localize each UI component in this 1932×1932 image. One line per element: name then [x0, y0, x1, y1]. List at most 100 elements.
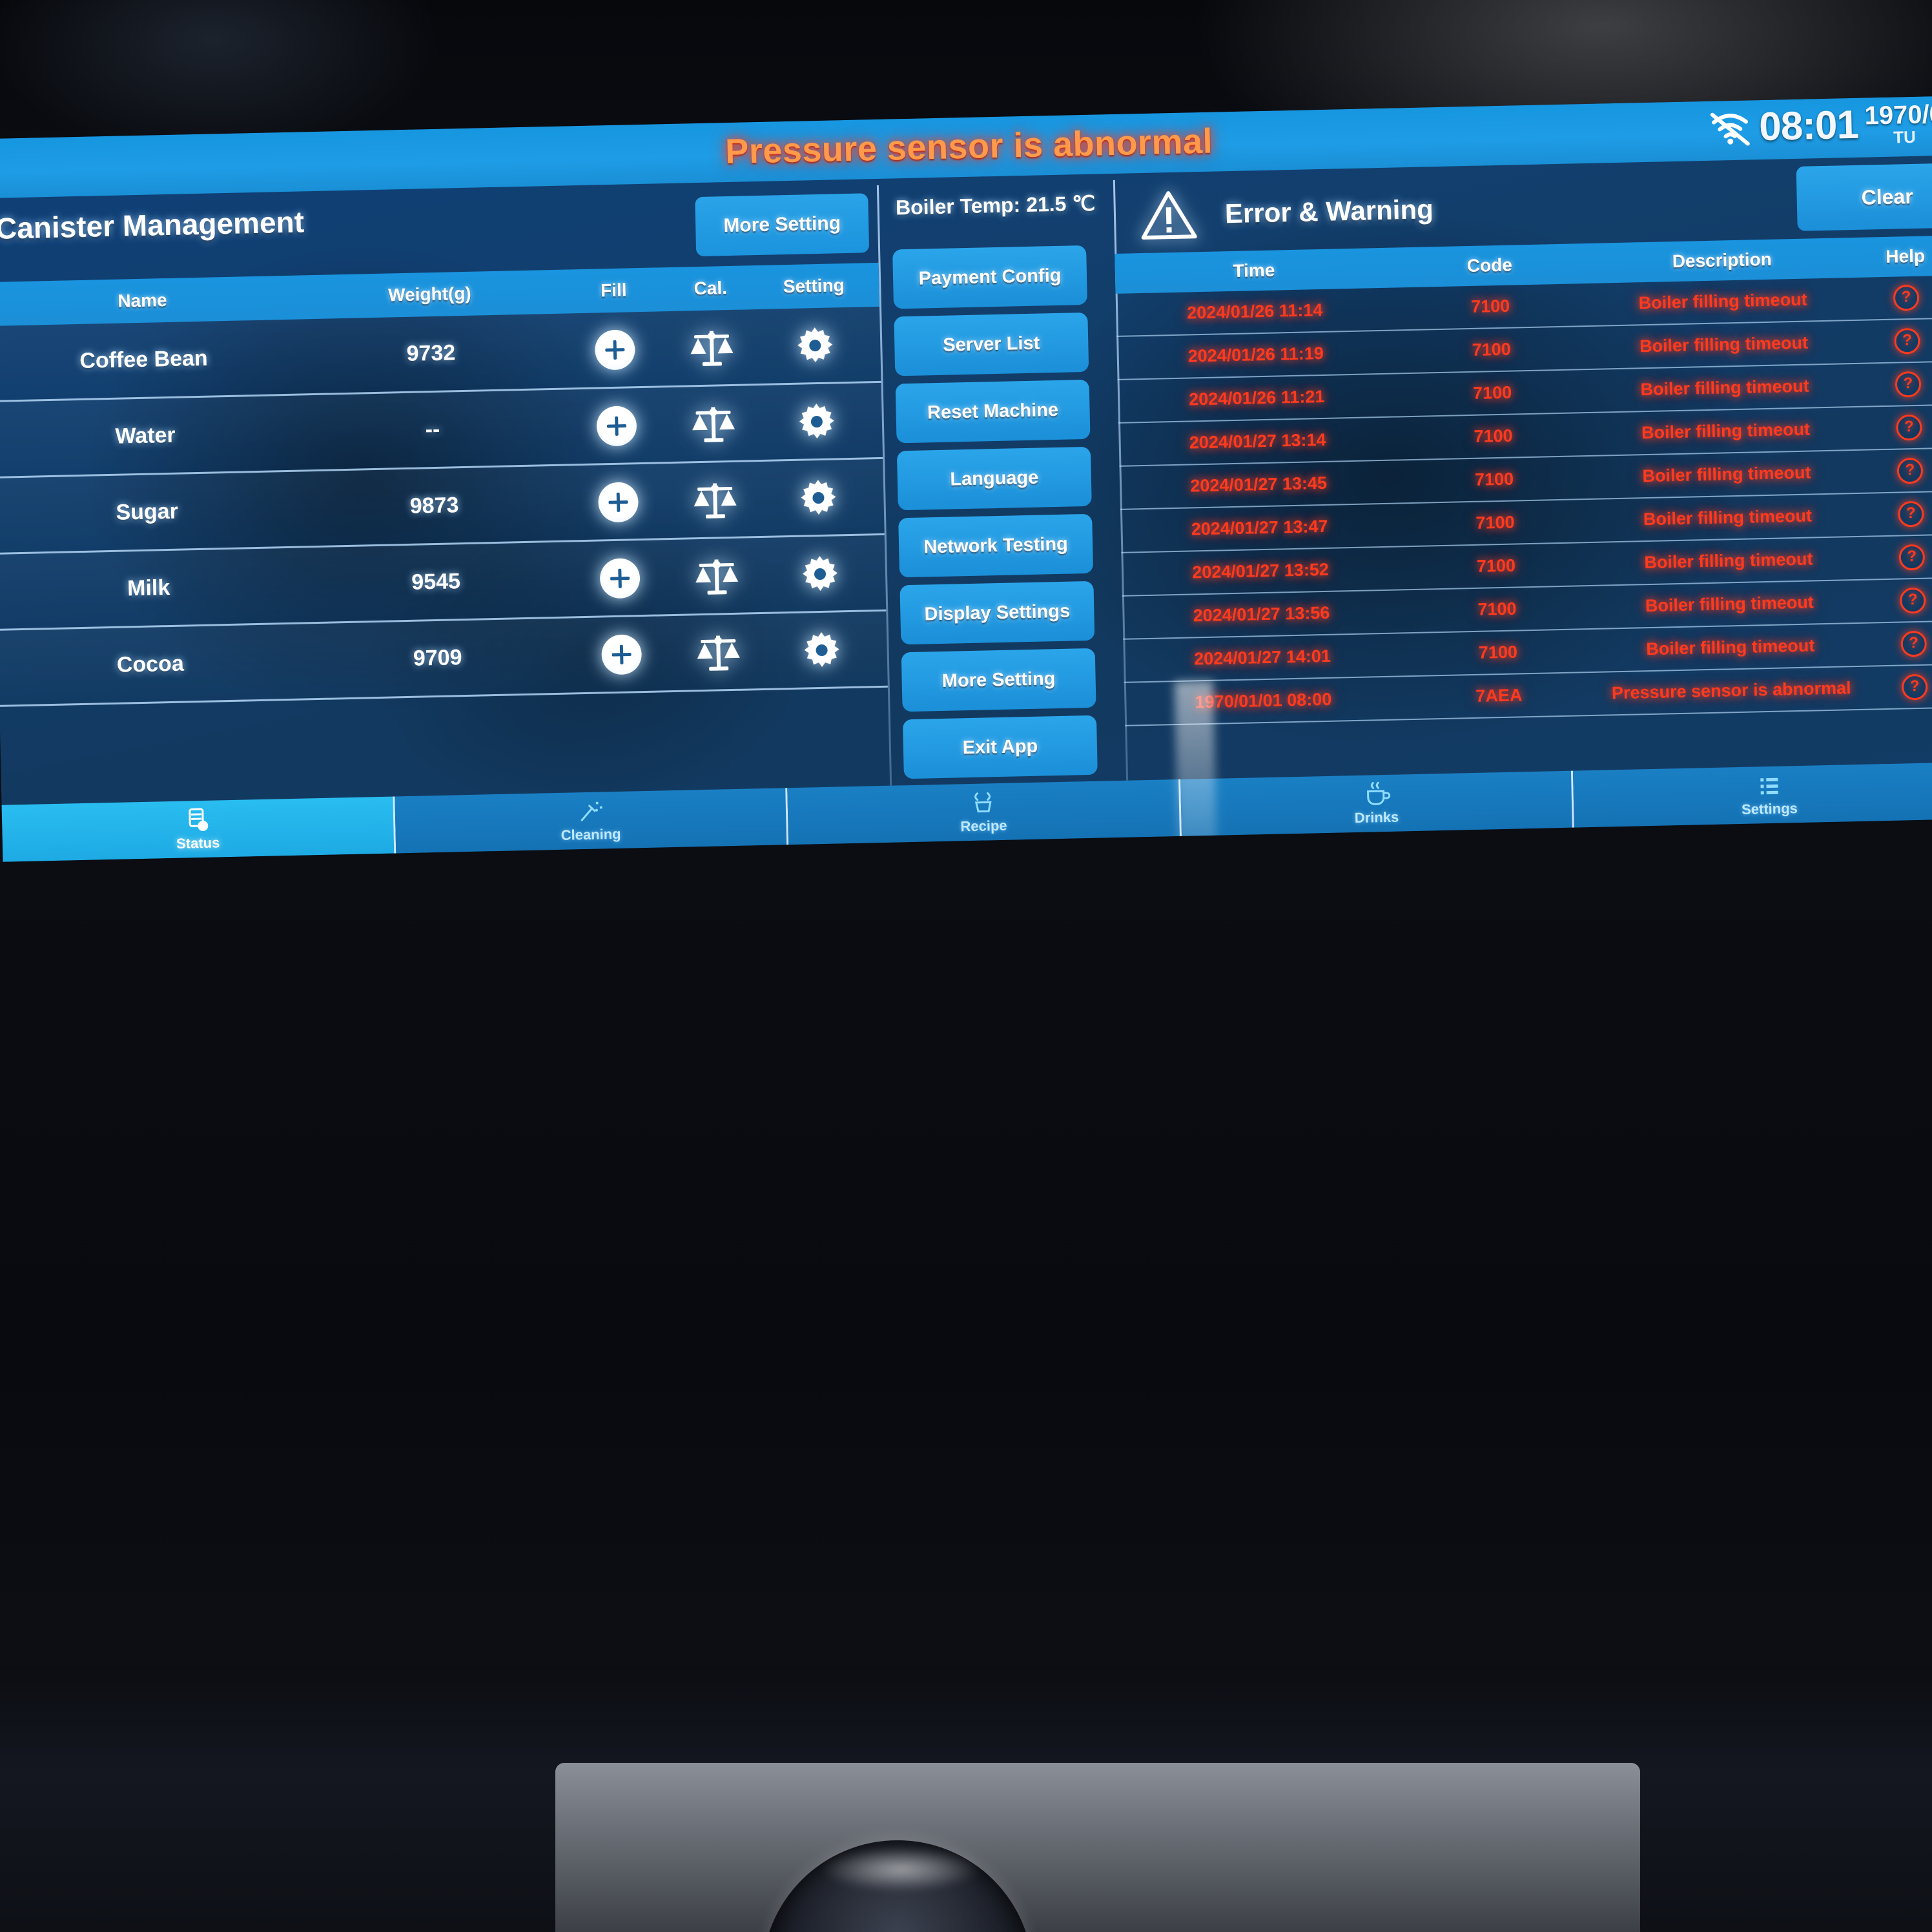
gear-icon [794, 324, 836, 366]
table-row[interactable]: Milk 9545 [0, 535, 887, 631]
tab-recipe[interactable]: Recipe [787, 779, 1182, 845]
tab-settings[interactable]: Settings [1573, 762, 1932, 828]
status-bar-right: 08:01 1970/0 TU [1707, 99, 1932, 150]
tab-cleaning[interactable]: Cleaning [394, 788, 789, 854]
error-time: 2024/01/27 13:14 [1189, 430, 1326, 453]
error-help-button[interactable]: ? [1865, 630, 1932, 657]
knob-glare [820, 1847, 981, 1892]
canister-weight: 9732 [406, 340, 456, 366]
bottom-navigation: Status Cleaning [1, 762, 1932, 862]
server-list-button[interactable]: Server List [894, 312, 1089, 376]
table-row[interactable]: Sugar 9873 [0, 458, 885, 555]
fill-button[interactable] [566, 329, 664, 371]
error-code: 7100 [1474, 426, 1513, 447]
error-help-button[interactable]: ? [1863, 500, 1932, 528]
canister-management-panel: Canister Management More Setting Name We… [0, 179, 890, 805]
tab-drinks[interactable]: Drinks [1180, 770, 1575, 836]
canister-settings-button[interactable] [760, 324, 870, 367]
tab-status[interactable]: Status [1, 796, 396, 862]
canister-settings-button[interactable] [765, 552, 875, 596]
help-question-icon: ? [1896, 414, 1922, 441]
canister-settings-button[interactable] [763, 476, 874, 520]
calibrate-button[interactable] [666, 478, 764, 521]
table-row[interactable]: Water -- [0, 382, 883, 478]
calibrate-button[interactable] [668, 554, 765, 597]
error-help-button[interactable]: ? [1867, 673, 1932, 701]
display-settings-button[interactable]: Display Settings [899, 581, 1095, 645]
column-header-name: Name [118, 289, 167, 311]
plus-circle-icon [594, 329, 636, 371]
exit-app-button[interactable]: Exit App [902, 715, 1098, 779]
error-time: 2024/01/27 13:47 [1191, 517, 1328, 539]
payment-config-button[interactable]: Payment Config [892, 245, 1088, 309]
boiler-temp-label: Boiler Temp: 21.5 ℃ [895, 191, 1096, 220]
error-time: 2024/01/27 14:01 [1193, 646, 1331, 669]
gear-icon [797, 477, 839, 519]
table-row[interactable]: Coffee Bean 9732 [0, 306, 881, 402]
calibrate-button[interactable] [663, 325, 761, 369]
error-panel-header: Error & Warning [1113, 165, 1932, 250]
help-question-icon: ? [1899, 587, 1926, 614]
more-setting-button-mid[interactable]: More Setting [901, 648, 1096, 712]
column-header-setting: Setting [783, 275, 845, 297]
error-help-button[interactable]: ? [1859, 327, 1932, 355]
canister-name: Water [115, 422, 176, 449]
error-code: 7100 [1476, 555, 1516, 577]
column-header-cal: Cal. [694, 278, 728, 299]
calibrate-button[interactable] [670, 630, 767, 673]
error-help-button[interactable]: ? [1861, 413, 1932, 441]
error-description: Boiler filling timeout [1643, 506, 1813, 529]
tab-label: Cleaning [560, 825, 621, 843]
weekday-text: TU [1893, 127, 1917, 147]
more-setting-button[interactable]: More Setting [695, 193, 870, 257]
page-title: Canister Management [0, 205, 305, 245]
help-question-icon: ? [1895, 371, 1922, 398]
cleaning-spray-icon [575, 797, 606, 825]
error-help-button[interactable]: ? [1865, 586, 1932, 614]
column-header-weight: Weight(g) [387, 283, 472, 305]
gear-icon [801, 629, 843, 671]
error-code: 7100 [1477, 599, 1517, 620]
help-question-icon: ? [1900, 630, 1927, 657]
clear-errors-button[interactable]: Clear [1796, 162, 1932, 231]
column-header-description: Description [1672, 249, 1773, 272]
canister-name: Coffee Bean [79, 345, 209, 373]
recipe-cup-icon [968, 789, 998, 817]
column-header-fill: Fill [600, 280, 627, 301]
error-description: Boiler filling timeout [1644, 549, 1813, 573]
fill-button[interactable] [573, 633, 670, 675]
language-button[interactable]: Language [896, 446, 1092, 511]
error-help-button[interactable]: ? [1858, 283, 1932, 311]
top-status-bar: Pressure sensor is abnormal [0, 96, 1932, 198]
calibrate-button[interactable] [664, 402, 762, 445]
canister-name: Sugar [116, 498, 179, 525]
plus-circle-icon [596, 405, 637, 447]
reset-machine-button[interactable]: Reset Machine [895, 379, 1091, 444]
error-time: 1970/01/01 08:00 [1195, 690, 1332, 712]
column-header-code: Code [1466, 254, 1513, 276]
error-code: 7100 [1474, 469, 1514, 490]
clock-time: 08:01 [1758, 102, 1859, 149]
error-help-button[interactable]: ? [1860, 370, 1932, 398]
error-code: 7100 [1478, 642, 1518, 663]
settings-button-panel: Boiler Temp: 21.5 ℃ Payment Config Serve… [877, 174, 1126, 786]
canister-settings-button[interactable] [761, 400, 872, 444]
list-settings-icon [1754, 772, 1784, 800]
error-time: 2024/01/26 11:14 [1186, 300, 1323, 323]
tab-label: Status [176, 834, 220, 852]
error-help-button[interactable]: ? [1864, 543, 1932, 571]
fill-button[interactable] [571, 557, 668, 599]
network-testing-button[interactable]: Network Testing [898, 513, 1094, 578]
error-time: 2024/01/27 13:56 [1193, 603, 1330, 626]
fill-button[interactable] [568, 405, 665, 447]
canister-settings-button[interactable] [766, 628, 877, 672]
canister-weight: 9545 [411, 569, 461, 595]
error-help-button[interactable]: ? [1862, 457, 1932, 484]
error-description: Boiler filling timeout [1646, 635, 1815, 659]
fill-button[interactable] [570, 481, 667, 523]
date-text: 1970/0 [1864, 99, 1932, 130]
wifi-off-icon [1707, 108, 1753, 147]
plus-circle-icon [599, 557, 641, 599]
table-row[interactable]: Cocoa 9709 [0, 611, 888, 707]
